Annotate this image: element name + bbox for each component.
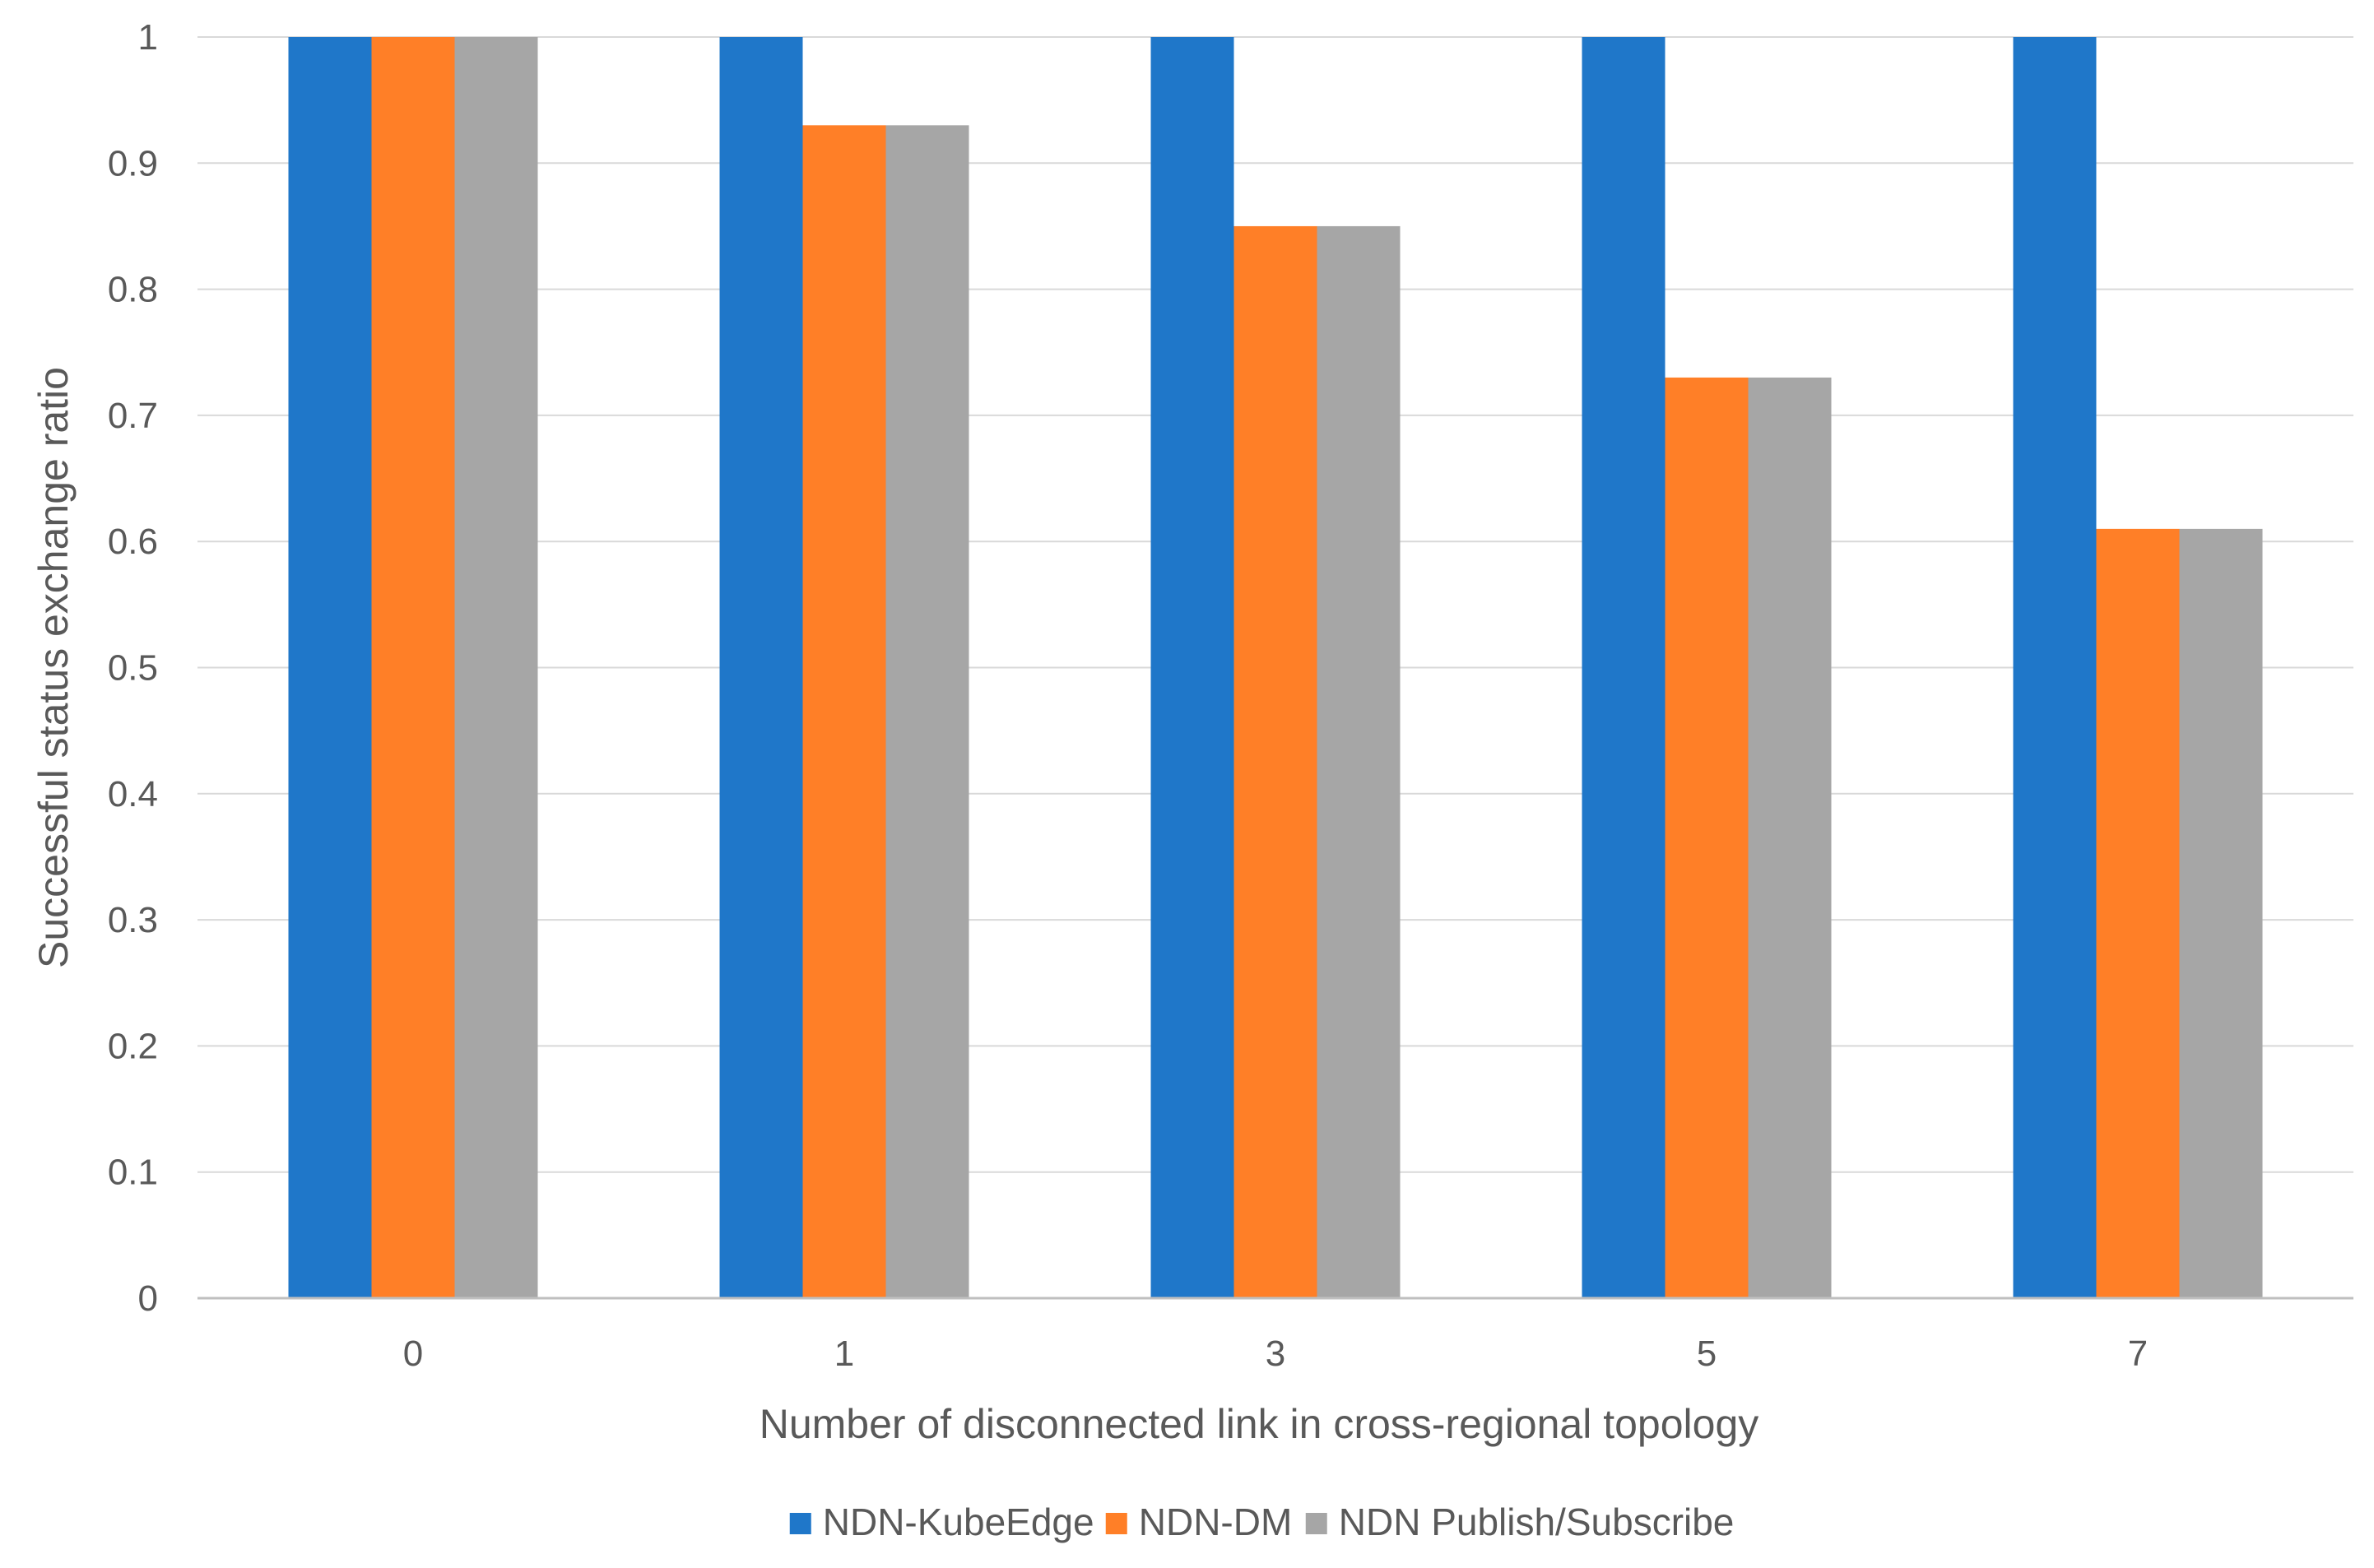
y-axis-tick-labels: 0 0.1 0.2 0.3 0.4 0.5 0.6 0.7 0.8 0.9 1 <box>108 17 158 1319</box>
legend-swatch <box>1105 1513 1127 1534</box>
x-axis-tick-labels: 0 1 3 5 7 <box>403 1334 2148 1374</box>
bar-ndn-kubeedge-7 <box>2013 37 2097 1298</box>
bar-ndn-publish-subscribe-3 <box>1317 225 1401 1299</box>
bar-ndn-publish-subscribe-7 <box>2179 528 2263 1298</box>
x-tick-label: 1 <box>834 1334 854 1374</box>
bar-ndn-kubeedge-3 <box>1150 37 1234 1298</box>
legend: NDN-KubeEdge NDN-DM NDN Publish/Subscribe <box>789 1501 1735 1543</box>
bar-ndn-dm-5 <box>1665 377 1749 1298</box>
y-tick-label: 0 <box>138 1278 158 1319</box>
bar-ndn-publish-subscribe-1 <box>885 125 969 1298</box>
y-tick-label: 0.3 <box>108 900 158 940</box>
y-tick-label: 1 <box>138 17 158 58</box>
y-tick-label: 0.4 <box>108 774 158 814</box>
legend-swatch <box>1305 1513 1327 1534</box>
y-tick-label: 0.1 <box>108 1153 158 1193</box>
x-tick-label: 7 <box>2128 1334 2148 1374</box>
bar-ndn-kubeedge-0 <box>288 37 372 1298</box>
legend-label: NDN Publish/Subscribe <box>1339 1501 1735 1543</box>
bar-ndn-publish-subscribe-0 <box>454 37 538 1298</box>
y-tick-label: 0.5 <box>108 648 158 689</box>
x-tick-label: 0 <box>403 1334 423 1374</box>
x-tick-label: 5 <box>1697 1334 1717 1374</box>
y-tick-label: 0.9 <box>108 143 158 183</box>
y-axis-title: Successful status exchange ratio <box>30 367 77 968</box>
bars <box>288 37 2263 1299</box>
legend-swatch <box>789 1513 811 1534</box>
bar-ndn-kubeedge-5 <box>1582 37 1666 1298</box>
bar-ndn-publish-subscribe-5 <box>1748 377 1832 1298</box>
legend-label: NDN-DM <box>1139 1501 1293 1543</box>
y-tick-label: 0.6 <box>108 522 158 562</box>
bar-ndn-dm-3 <box>1233 225 1317 1299</box>
bar-ndn-dm-1 <box>802 125 886 1298</box>
x-tick-label: 3 <box>1266 1334 1285 1374</box>
legend-label: NDN-KubeEdge <box>823 1501 1094 1543</box>
y-tick-label: 0.7 <box>108 396 158 436</box>
bar-ndn-kubeedge-1 <box>719 37 803 1298</box>
bar-ndn-dm-0 <box>371 37 455 1298</box>
y-tick-label: 0.8 <box>108 270 158 310</box>
bar-ndn-dm-7 <box>2096 528 2180 1298</box>
x-axis-title: Number of disconnected link in cross-reg… <box>760 1401 1759 1447</box>
y-tick-label: 0.2 <box>108 1026 158 1066</box>
